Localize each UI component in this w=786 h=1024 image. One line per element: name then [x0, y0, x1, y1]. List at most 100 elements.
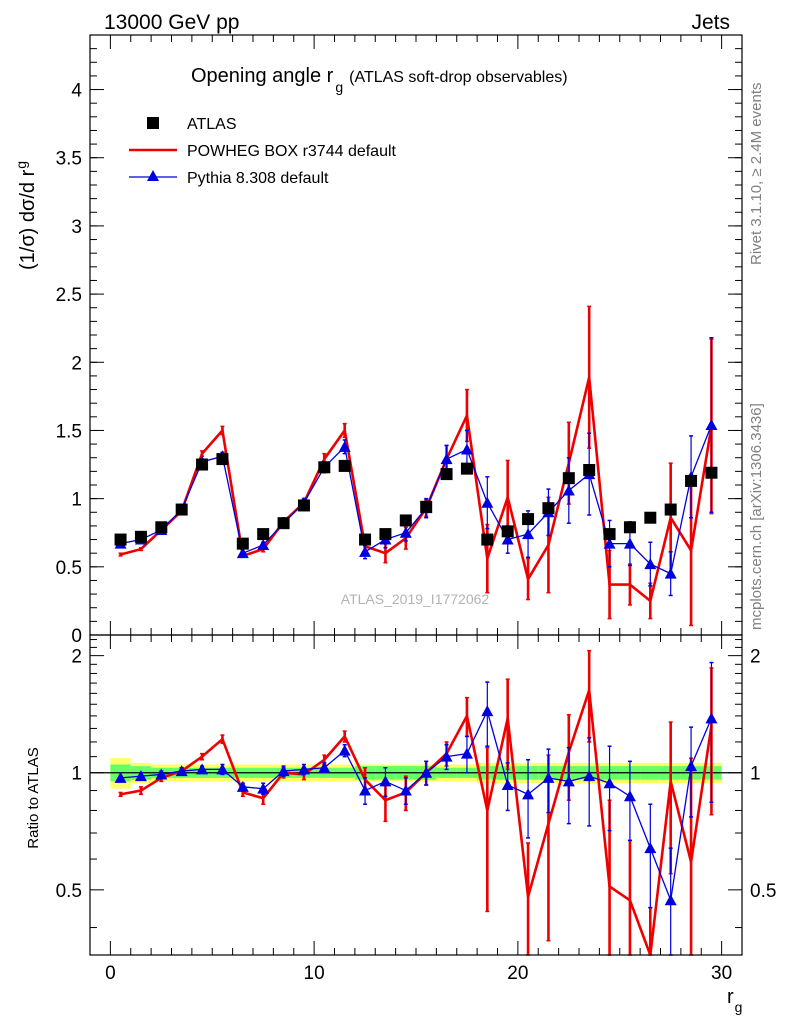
data-point-triangle	[236, 547, 249, 559]
atlas-data-point	[399, 514, 412, 527]
data-point-triangle	[501, 533, 514, 545]
data-point-triangle	[481, 705, 494, 717]
rivet-version-label: Rivet 3.1.10, ≥ 2.4M events	[748, 83, 765, 266]
atlas-data-point	[236, 537, 249, 550]
atlas-data-point	[216, 453, 229, 466]
atlas-data-point	[542, 502, 555, 515]
data-point-triangle	[644, 558, 657, 570]
main-y-tick-label: 0.5	[56, 558, 82, 579]
data-point-triangle	[481, 496, 494, 508]
ratio-series-layer	[114, 649, 718, 956]
data-point-triangle	[522, 528, 535, 540]
data-point-triangle	[603, 537, 616, 549]
ratio-y-tick-label-right: 1	[750, 764, 761, 785]
data-point-triangle	[542, 771, 555, 783]
legend-label-powheg: POWHEG BOX r3744 default	[187, 143, 397, 160]
x-tick-label: 10	[304, 963, 325, 984]
atlas-data-point	[114, 533, 127, 546]
data-point-triangle	[297, 763, 310, 775]
data-point-triangle	[175, 765, 188, 777]
atlas-data-point	[297, 499, 310, 512]
atlas-data-point	[705, 466, 718, 479]
data-point-triangle	[644, 842, 657, 854]
ratio-axis-ticks: 0.5 0.51 12 20 10 20 30	[56, 635, 776, 984]
atlas-data-point	[583, 464, 596, 476]
data-point-triangle	[399, 784, 412, 796]
atlas-data-point	[359, 533, 372, 546]
atlas-data-point	[685, 474, 698, 487]
main-y-tick-label: 2.5	[56, 285, 82, 306]
atlas-data-point	[318, 461, 331, 474]
data-point-triangle	[623, 790, 636, 802]
atlas-data-point	[440, 468, 453, 481]
data-point-triangle	[155, 768, 168, 780]
data-point-triangle	[359, 545, 372, 557]
svg-text:Ratio to ATLAS: Ratio to ATLAS	[25, 747, 42, 848]
data-point-triangle	[196, 763, 209, 775]
main-y-tick-label: 1	[71, 490, 82, 511]
data-point-triangle	[134, 770, 147, 782]
data-point-triangle	[277, 765, 290, 777]
data-point-triangle	[257, 782, 270, 794]
atlas-data-point	[175, 503, 188, 516]
data-point-triangle	[257, 539, 270, 550]
data-point-triangle	[705, 419, 718, 430]
data-point-triangle	[562, 775, 575, 787]
data-point-triangle	[338, 744, 351, 756]
mcplots-reference-label: mcplots.cern.ch [arXiv:1306.3436]	[748, 403, 765, 630]
svg-text:mcplots.cern.ch [arXiv:1306.34: mcplots.cern.ch [arXiv:1306.3436]	[748, 403, 765, 630]
main-y-tick-label: 1.5	[56, 421, 82, 442]
main-title: Opening angle r g(ATLAS soft-drop observa…	[191, 65, 568, 95]
x-tick-label: 0	[105, 963, 116, 984]
atlas-data-point	[664, 503, 677, 516]
ratio-y-tick-label: 0.5	[56, 881, 82, 902]
data-point-triangle	[685, 760, 698, 772]
data-point-triangle	[583, 770, 596, 782]
main-y-tick-label: 3.5	[56, 149, 82, 170]
atlas-data-point	[603, 528, 616, 541]
ratio-y-tick-label: 1	[71, 764, 82, 785]
ratio-plot-frame	[89, 634, 743, 956]
main-series-layer	[114, 305, 718, 627]
header-left: 13000 GeV pp	[104, 11, 239, 34]
data-point-triangle	[216, 763, 229, 775]
header-right: Jets	[691, 11, 730, 34]
main-y-tick-label: 2	[71, 353, 82, 374]
data-point-triangle	[664, 567, 677, 579]
atlas-data-point	[379, 528, 392, 541]
data-point-triangle	[318, 761, 331, 773]
atlas-data-point	[196, 458, 209, 471]
atlas-data-point	[481, 533, 494, 546]
svg-text:(1/σ) dσ/d rg: (1/σ) dσ/d rg	[13, 161, 39, 270]
atlas-data-point	[155, 521, 168, 534]
data-point-triangle	[460, 443, 473, 455]
data-point-triangle	[338, 440, 351, 452]
atlas-data-point	[134, 530, 147, 543]
main-y-tick-label: 4	[71, 81, 82, 102]
analysis-watermark: ATLAS_2019_I1772062	[341, 591, 490, 607]
x-axis-label: rg	[727, 986, 742, 1015]
data-point-triangle	[440, 453, 453, 465]
data-point-triangle	[562, 484, 575, 496]
series-line	[120, 689, 713, 956]
ratio-y-tick-label-right: 0.5	[750, 881, 776, 902]
data-point-triangle	[114, 771, 127, 783]
series-line	[120, 376, 713, 604]
main-y-axis-label: (1/σ) dσ/d rg	[13, 161, 39, 270]
atlas-data-point	[338, 459, 351, 472]
data-point-triangle	[420, 766, 433, 778]
atlas-data-point	[562, 472, 575, 485]
legend-label-atlas: ATLAS	[187, 116, 237, 133]
data-point-triangle	[399, 526, 412, 538]
x-tick-label: 30	[711, 963, 732, 984]
atlas-data-point	[460, 462, 473, 475]
atlas-data-point	[623, 521, 636, 534]
data-point-triangle	[705, 712, 718, 724]
legend-marker-atlas	[147, 117, 159, 129]
data-point-triangle	[460, 747, 473, 759]
legend-marker-pythia	[147, 170, 159, 181]
data-point-triangle	[522, 788, 535, 800]
data-point-triangle	[379, 775, 392, 787]
x-tick-label: 20	[507, 963, 528, 984]
data-point-triangle	[603, 777, 616, 789]
